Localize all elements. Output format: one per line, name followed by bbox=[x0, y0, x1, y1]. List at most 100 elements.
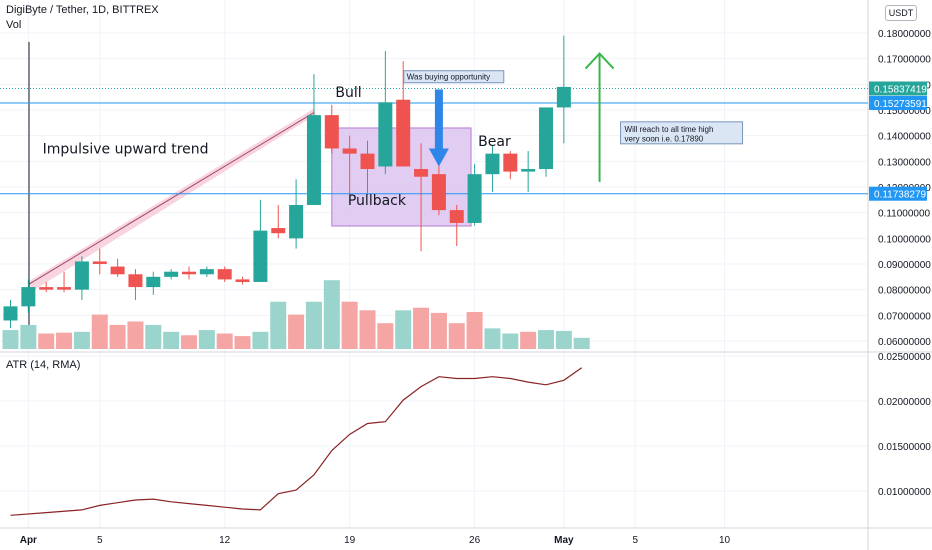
volume-bar bbox=[448, 323, 465, 349]
volume-label: Vol bbox=[6, 19, 22, 31]
volume-bar bbox=[538, 330, 554, 349]
atr-tick-label: 0.01000000 bbox=[878, 487, 931, 498]
time-tick-label: 5 bbox=[97, 535, 103, 546]
price-line-tag bbox=[869, 186, 927, 201]
volume-bar bbox=[520, 331, 537, 349]
volume-bar bbox=[555, 330, 572, 349]
atr-tick-label: 0.02000000 bbox=[878, 397, 931, 408]
annotation-impulse: Impulsive upward trend bbox=[43, 142, 209, 158]
time-tick-label: 12 bbox=[219, 535, 231, 546]
symbol-title: DigiByte / Tether, 1D, BITTREX bbox=[6, 4, 159, 16]
candle-body bbox=[92, 261, 107, 264]
annotation-ath-line1: Will reach to all time high bbox=[625, 125, 714, 134]
volume-bar bbox=[38, 333, 55, 349]
time-tick-label: 26 bbox=[469, 535, 481, 546]
volume-bar bbox=[573, 337, 590, 349]
candle-body bbox=[146, 276, 161, 288]
time-tick-label: 10 bbox=[719, 535, 731, 546]
candle-body bbox=[342, 148, 357, 154]
callout-buying-box bbox=[403, 70, 505, 84]
time-tick-label: 5 bbox=[632, 535, 638, 546]
price-tick-label: 0.09000000 bbox=[878, 260, 931, 271]
atr-tick-label: 0.02500000 bbox=[878, 352, 931, 363]
price-tick-label: 0.06000000 bbox=[878, 337, 931, 348]
annotation-bull: Bull bbox=[335, 85, 361, 101]
price-tick-label: 0.15000000 bbox=[878, 106, 931, 117]
candle-body bbox=[21, 287, 36, 307]
annotation-buying: Was buying opportunity bbox=[407, 73, 490, 82]
volume-bar bbox=[484, 328, 501, 349]
volume-bar bbox=[216, 333, 233, 349]
atr-tick-label: 0.01500000 bbox=[878, 442, 931, 453]
price-line-tag-label: 0.15837419 bbox=[874, 85, 927, 96]
volume-bar bbox=[234, 336, 251, 349]
volume-bar bbox=[145, 324, 162, 349]
up-arrow-head-icon bbox=[584, 52, 615, 70]
candle-body bbox=[324, 115, 339, 149]
price-line-tag-label: 0.15273591 bbox=[874, 99, 927, 110]
price-line-tag bbox=[869, 81, 927, 96]
price-tick-label: 0.10000000 bbox=[878, 234, 931, 245]
annotation-pullback: Pullback bbox=[348, 193, 407, 209]
volume-bar bbox=[359, 310, 376, 349]
price-tick-label: 0.07000000 bbox=[878, 311, 931, 322]
volume-bar bbox=[430, 312, 447, 349]
atr-label: ATR (14, RMA) bbox=[6, 359, 81, 371]
time-tick-label: Apr bbox=[20, 535, 37, 546]
candle-body bbox=[253, 230, 268, 282]
volume-bar bbox=[341, 301, 358, 349]
currency-button[interactable]: USDT bbox=[885, 5, 917, 21]
annotation-ath-line2: very soon i.e. 0.17890 bbox=[625, 135, 704, 144]
candle-body bbox=[39, 287, 54, 290]
price-tick-label: 0.13000000 bbox=[878, 157, 931, 168]
annotation-bear: Bear bbox=[478, 134, 511, 150]
price-line-tag-label: 0.11738279 bbox=[874, 190, 927, 201]
candle-body bbox=[235, 279, 250, 282]
volume-bar bbox=[288, 314, 305, 349]
price-tick-label: 0.17000000 bbox=[878, 55, 931, 66]
volume-bar bbox=[198, 330, 215, 349]
volume-bar bbox=[56, 332, 73, 349]
candle-body bbox=[556, 86, 571, 108]
volume-bar bbox=[163, 331, 180, 349]
candle-body bbox=[271, 228, 286, 234]
candle-body bbox=[3, 306, 18, 321]
candle-body bbox=[396, 99, 411, 167]
candle-body bbox=[378, 102, 393, 167]
volume-bar bbox=[109, 324, 126, 349]
volume-bar bbox=[20, 324, 37, 349]
candle-body bbox=[182, 271, 196, 275]
candle-body bbox=[57, 287, 72, 290]
volume-bar bbox=[377, 323, 394, 349]
price-tick-label: 0.14000000 bbox=[878, 132, 931, 143]
candle-body bbox=[289, 204, 304, 239]
volume-bar bbox=[395, 310, 412, 349]
price-tick-label: 0.08000000 bbox=[878, 286, 931, 297]
time-tick-label: May bbox=[554, 535, 574, 546]
candle-body bbox=[414, 169, 429, 177]
candle-body bbox=[449, 210, 464, 223]
volume-bar bbox=[2, 330, 19, 349]
callout-ath-box bbox=[620, 121, 744, 145]
volume-bar bbox=[270, 301, 287, 349]
volume-bar bbox=[466, 312, 483, 349]
candle-body bbox=[128, 274, 143, 288]
candle-body bbox=[431, 174, 446, 211]
volume-bar bbox=[73, 331, 90, 349]
candle-body bbox=[503, 153, 518, 172]
candle-body bbox=[217, 269, 232, 280]
trend-line bbox=[28, 112, 315, 285]
volume-bar bbox=[305, 301, 322, 349]
candle-body bbox=[110, 266, 125, 275]
candle-body bbox=[521, 169, 536, 172]
candle-body bbox=[485, 153, 500, 175]
volume-bar bbox=[502, 333, 519, 349]
volume-bar bbox=[127, 321, 144, 349]
volume-bar bbox=[181, 335, 197, 349]
volume-bar bbox=[413, 307, 430, 349]
candle-body bbox=[306, 115, 321, 205]
volume-bar bbox=[252, 331, 269, 349]
down-arrow-icon bbox=[428, 89, 449, 167]
candle-body bbox=[164, 271, 179, 277]
